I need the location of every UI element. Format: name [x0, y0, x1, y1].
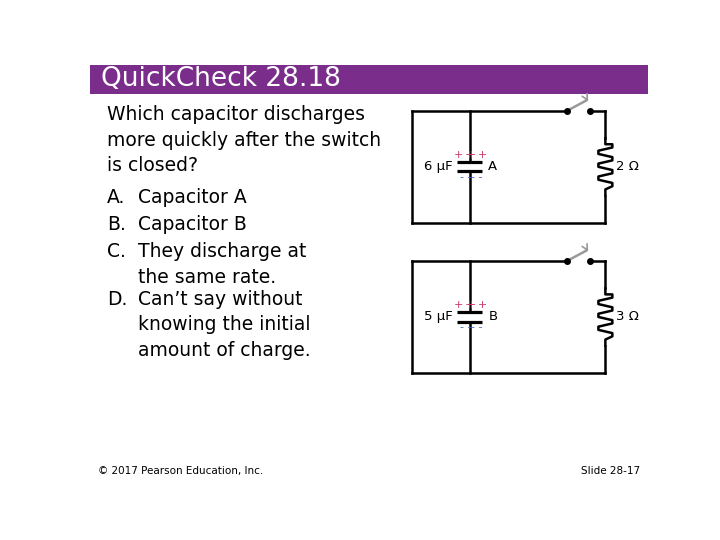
Text: Can’t say without
knowing the initial
amount of charge.: Can’t say without knowing the initial am… — [138, 289, 310, 360]
Text: 2 Ω: 2 Ω — [616, 160, 639, 173]
Text: Which capacitor discharges
more quickly after the switch
is closed?: Which capacitor discharges more quickly … — [107, 105, 381, 176]
Text: They discharge at
the same rate.: They discharge at the same rate. — [138, 242, 307, 287]
Text: B: B — [488, 310, 498, 323]
Text: C.: C. — [107, 242, 126, 261]
Text: - -: - - — [459, 322, 471, 332]
Text: Capacitor B: Capacitor B — [138, 215, 247, 234]
Text: Capacitor A: Capacitor A — [138, 188, 247, 207]
Text: A.: A. — [107, 188, 125, 207]
Text: + +: + + — [465, 150, 487, 160]
Text: - -: - - — [471, 172, 482, 182]
Text: Slide 28-17: Slide 28-17 — [581, 466, 640, 476]
Text: QuickCheck 28.18: QuickCheck 28.18 — [101, 66, 341, 92]
Bar — [90, 65, 648, 94]
Text: - -: - - — [471, 322, 482, 332]
Text: 5 μF: 5 μF — [424, 310, 453, 323]
Text: B.: B. — [107, 215, 126, 234]
Text: - -: - - — [459, 172, 471, 182]
Text: + +: + + — [454, 300, 477, 310]
Text: + +: + + — [465, 300, 487, 310]
Text: A: A — [488, 160, 498, 173]
Text: © 2017 Pearson Education, Inc.: © 2017 Pearson Education, Inc. — [98, 466, 263, 476]
Text: 3 Ω: 3 Ω — [616, 310, 639, 323]
Text: D.: D. — [107, 289, 127, 309]
Text: + +: + + — [454, 150, 477, 160]
Text: 6 μF: 6 μF — [424, 160, 453, 173]
